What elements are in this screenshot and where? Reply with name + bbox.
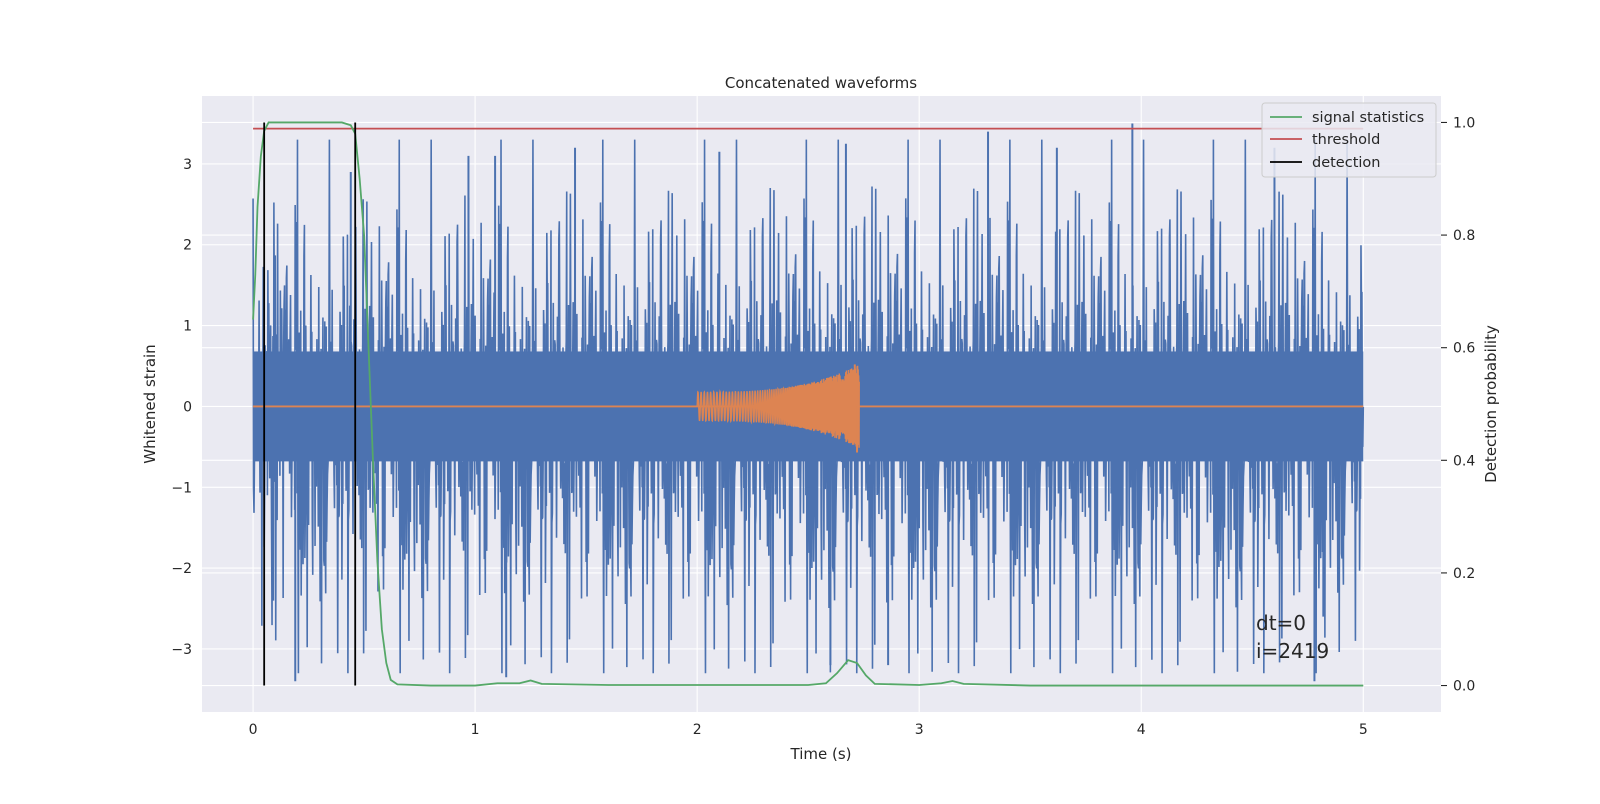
signal-statistics-line <box>252 121 1364 687</box>
y-tick-label: −1 <box>171 480 192 496</box>
y2-tick-label: 0.8 <box>1453 228 1475 244</box>
y2-tick-label: 0.0 <box>1453 679 1475 695</box>
y-axis-label: Whitened strain <box>141 344 159 463</box>
annotation-i-text: i=2419 <box>1256 639 1329 663</box>
legend: signal statistics threshold detection <box>1261 102 1437 178</box>
y2-tick-label: 0.4 <box>1453 453 1475 469</box>
annotation-dt: dt=0 <box>1256 611 1306 635</box>
injection-chirp <box>696 365 860 448</box>
x-tick-label: 3 <box>915 722 924 738</box>
y-tick-label: 1 <box>183 319 192 335</box>
y-tick-label: 0 <box>183 399 192 415</box>
y2-tick-label: 0.6 <box>1453 341 1475 357</box>
x-axis-label: Time (s) <box>790 745 852 763</box>
y-tick-label: 3 <box>183 157 192 173</box>
y2-axis-label: Detection probability <box>1482 325 1500 483</box>
y2-tick-label: 1.0 <box>1453 115 1475 131</box>
legend-box <box>1261 102 1437 178</box>
x-tick-label: 2 <box>693 722 702 738</box>
annotation-dt-text: dt=0 <box>1256 611 1306 635</box>
y-tick-label: 2 <box>183 238 192 254</box>
x-tick-label: 4 <box>1137 722 1146 738</box>
x-tick-label: 1 <box>471 722 480 738</box>
x-tick-label: 0 <box>249 722 258 738</box>
legend-label-threshold: threshold <box>1312 132 1380 148</box>
legend-label-detection: detection <box>1312 155 1380 171</box>
legend-label-signal-statistics: signal statistics <box>1312 110 1424 126</box>
chart-title: Concatenated waveforms <box>725 74 917 92</box>
axes-layer: 0 1 2 3 4 5 −3 −2 −1 0 1 2 3 0.0 0.2 0.4 0.6 0.8 1.0 <box>171 115 1475 738</box>
y-tick-label: −2 <box>171 561 192 577</box>
y2-tick-label: 0.2 <box>1453 566 1475 582</box>
y-tick-label: −3 <box>171 642 192 658</box>
annotation-i: i=2419 <box>1256 639 1329 663</box>
data-layer <box>252 121 1365 687</box>
x-tick-label: 5 <box>1359 722 1368 738</box>
